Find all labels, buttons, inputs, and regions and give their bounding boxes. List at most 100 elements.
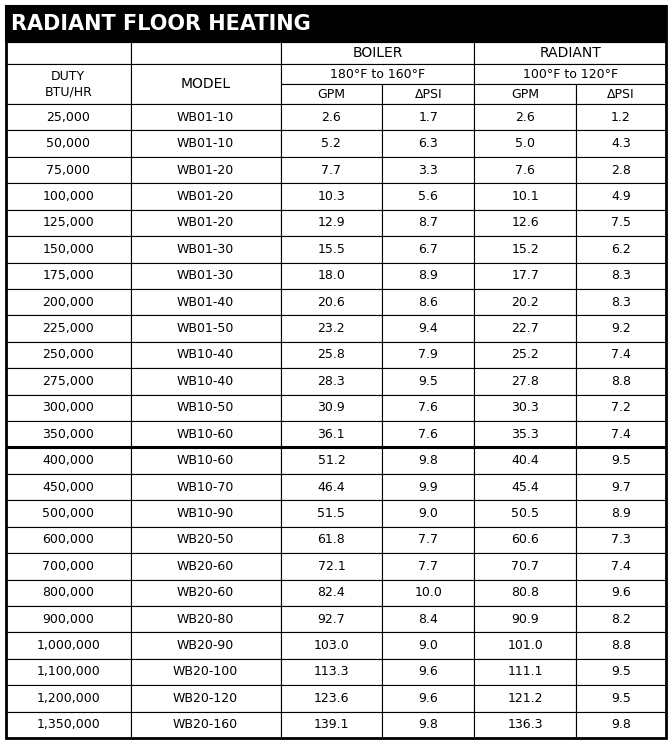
Bar (382, 711, 474, 738)
Bar (130, 658, 281, 685)
Text: 450,000: 450,000 (42, 481, 94, 493)
Text: 1,200,000: 1,200,000 (36, 692, 100, 705)
Bar (6, 394, 130, 421)
Text: 150,000: 150,000 (42, 243, 94, 256)
Bar (576, 289, 666, 315)
Bar (6, 500, 130, 527)
Bar (474, 341, 576, 368)
Text: 8.6: 8.6 (419, 295, 438, 309)
Text: 61.8: 61.8 (317, 533, 345, 546)
Text: 9.0: 9.0 (419, 639, 438, 652)
Text: WB10-60: WB10-60 (177, 454, 235, 467)
Text: 46.4: 46.4 (318, 481, 345, 493)
Text: 125,000: 125,000 (42, 217, 94, 229)
Text: 10.1: 10.1 (511, 190, 539, 203)
Bar (281, 527, 382, 553)
Text: 7.4: 7.4 (611, 559, 631, 573)
Text: 9.6: 9.6 (419, 692, 438, 705)
Bar (576, 183, 666, 210)
Text: 51.5: 51.5 (317, 507, 345, 520)
Bar (576, 236, 666, 263)
Bar (576, 500, 666, 527)
Text: 600,000: 600,000 (42, 533, 94, 546)
Text: 6.3: 6.3 (419, 137, 438, 150)
Text: WB01-20: WB01-20 (177, 190, 235, 203)
Bar (576, 315, 666, 341)
Bar (382, 130, 474, 157)
Bar (474, 711, 576, 738)
Text: 2.8: 2.8 (611, 164, 631, 176)
Bar (6, 421, 130, 447)
Text: 123.6: 123.6 (314, 692, 349, 705)
Bar (382, 394, 474, 421)
Text: 22.7: 22.7 (511, 322, 539, 335)
Bar (474, 580, 576, 606)
Text: 9.8: 9.8 (419, 454, 438, 467)
Bar (576, 474, 666, 500)
Bar (281, 104, 382, 130)
Bar (281, 685, 382, 711)
Text: 700,000: 700,000 (42, 559, 94, 573)
Text: 12.9: 12.9 (318, 217, 345, 229)
Bar (130, 394, 281, 421)
Text: 15.2: 15.2 (511, 243, 539, 256)
Text: 75,000: 75,000 (46, 164, 90, 176)
Bar (382, 527, 474, 553)
Bar (474, 183, 576, 210)
Text: 23.2: 23.2 (318, 322, 345, 335)
Text: 8.2: 8.2 (611, 612, 631, 626)
Text: 103.0: 103.0 (314, 639, 349, 652)
Bar (382, 632, 474, 658)
Bar (281, 183, 382, 210)
Text: 9.6: 9.6 (419, 665, 438, 679)
Text: 28.3: 28.3 (317, 375, 345, 388)
Text: WB10-90: WB10-90 (177, 507, 235, 520)
Text: RADIANT FLOOR HEATING: RADIANT FLOOR HEATING (11, 14, 310, 34)
Bar (576, 658, 666, 685)
Text: 9.5: 9.5 (611, 692, 631, 705)
Text: 45.4: 45.4 (511, 481, 539, 493)
Text: WB10-60: WB10-60 (177, 428, 235, 440)
Bar (576, 210, 666, 236)
Bar (130, 553, 281, 580)
Text: WB20-120: WB20-120 (173, 692, 238, 705)
Text: 8.8: 8.8 (611, 375, 631, 388)
Bar (474, 157, 576, 183)
Bar (281, 263, 382, 289)
Text: 18.0: 18.0 (317, 269, 345, 282)
Bar (576, 394, 666, 421)
Text: 100,000: 100,000 (42, 190, 94, 203)
Text: 250,000: 250,000 (42, 348, 94, 362)
Bar (6, 210, 130, 236)
Bar (474, 447, 576, 474)
Text: 136.3: 136.3 (507, 718, 543, 731)
Bar (474, 368, 576, 394)
Bar (382, 553, 474, 580)
Bar (281, 447, 382, 474)
Text: 900,000: 900,000 (42, 612, 94, 626)
Bar (474, 236, 576, 263)
Bar (130, 42, 281, 64)
Bar (576, 447, 666, 474)
Text: 9.9: 9.9 (419, 481, 438, 493)
Bar (474, 658, 576, 685)
Text: WB01-20: WB01-20 (177, 217, 235, 229)
Text: 15.5: 15.5 (317, 243, 345, 256)
Text: 8.8: 8.8 (611, 639, 631, 652)
Bar (6, 553, 130, 580)
Text: 10.3: 10.3 (317, 190, 345, 203)
Text: 82.4: 82.4 (317, 586, 345, 599)
Text: 8.9: 8.9 (419, 269, 438, 282)
Bar (474, 84, 576, 104)
Bar (130, 447, 281, 474)
Text: 9.2: 9.2 (611, 322, 631, 335)
Text: 9.6: 9.6 (611, 586, 631, 599)
Bar (382, 84, 474, 104)
Text: 225,000: 225,000 (42, 322, 94, 335)
Bar (281, 394, 382, 421)
Text: 60.6: 60.6 (511, 533, 539, 546)
Bar (382, 183, 474, 210)
Text: 175,000: 175,000 (42, 269, 94, 282)
Bar (130, 527, 281, 553)
Bar (281, 368, 382, 394)
